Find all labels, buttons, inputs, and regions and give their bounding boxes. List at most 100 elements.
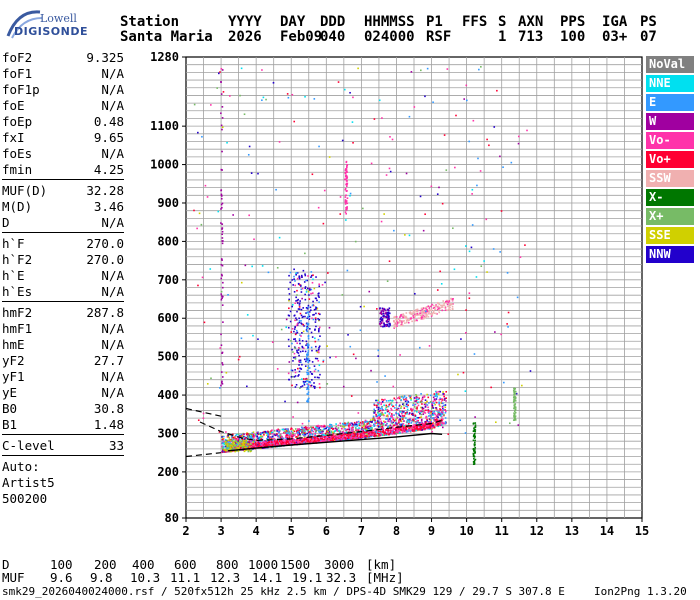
echo-point — [311, 427, 313, 430]
echo-point — [428, 401, 430, 404]
echo-point — [326, 426, 328, 428]
echo-point — [350, 437, 353, 440]
echo-point — [277, 434, 280, 437]
echo-point — [332, 428, 334, 431]
echo-point — [261, 99, 263, 102]
echo-point — [344, 428, 346, 430]
echo-point — [433, 399, 436, 402]
echo-point — [410, 407, 412, 410]
echo-point — [314, 337, 316, 340]
echo-point — [221, 297, 223, 299]
echo-point — [417, 429, 419, 432]
distance-value-0: 100 — [50, 557, 73, 572]
echo-point — [335, 435, 337, 438]
echo-point — [316, 357, 319, 360]
echo-point — [445, 169, 448, 171]
echo-point — [367, 434, 369, 436]
echo-point — [235, 445, 238, 447]
echo-point — [396, 407, 399, 410]
echo-point — [280, 439, 282, 442]
echo-point — [230, 443, 233, 445]
echo-point — [399, 418, 401, 420]
echo-point — [356, 429, 359, 431]
echo-point — [251, 265, 253, 268]
echo-point — [433, 312, 436, 315]
echo-point — [513, 398, 516, 400]
echo-point — [402, 418, 404, 420]
echo-point — [445, 400, 447, 402]
echo-point — [402, 427, 405, 429]
echo-point — [390, 421, 393, 424]
echo-point — [410, 426, 412, 429]
echo-point — [421, 428, 424, 430]
echo-point — [330, 438, 332, 440]
echo-point — [380, 426, 383, 429]
param-name: C-level — [2, 438, 55, 453]
echo-point — [307, 366, 309, 369]
echo-point — [221, 69, 224, 71]
echo-point — [239, 445, 241, 448]
echo-point — [286, 437, 289, 440]
echo-point — [426, 419, 428, 422]
echo-point — [428, 311, 431, 313]
echo-point — [306, 287, 309, 290]
echo-point — [400, 396, 403, 398]
echo-point — [231, 440, 233, 443]
echo-point — [352, 96, 354, 99]
echo-point — [297, 429, 299, 432]
echo-point — [377, 406, 380, 409]
echo-point — [318, 364, 321, 367]
echo-point — [439, 390, 442, 393]
echo-point — [395, 404, 397, 406]
echo-point — [397, 396, 400, 399]
param-row-foes: foEs N/A — [2, 146, 124, 162]
echo-point — [441, 419, 443, 422]
echo-point — [307, 431, 310, 434]
echo-point — [250, 449, 253, 452]
echo-point — [513, 415, 515, 417]
param-value: N/A — [101, 98, 124, 113]
echo-point — [330, 437, 333, 439]
echo-point — [433, 410, 436, 413]
echo-point — [439, 270, 441, 273]
echo-point — [305, 438, 308, 441]
echo-point — [293, 268, 295, 271]
echo-point — [269, 431, 271, 434]
echo-point — [400, 313, 402, 316]
echo-point — [445, 422, 447, 424]
echo-point — [439, 409, 442, 411]
echo-point — [251, 437, 254, 440]
echo-point — [297, 367, 299, 370]
echo-point — [298, 338, 301, 340]
echo-point — [474, 435, 476, 438]
echo-point — [407, 401, 410, 403]
echo-point — [378, 417, 381, 419]
echo-point — [420, 316, 423, 319]
echo-point — [442, 391, 444, 393]
echo-point — [408, 418, 411, 421]
echo-point — [313, 440, 316, 442]
echo-point — [374, 412, 377, 414]
echo-point — [444, 404, 447, 406]
echo-point — [434, 416, 437, 419]
echo-point — [364, 430, 367, 433]
echo-point — [512, 389, 515, 392]
echo-point — [387, 425, 390, 427]
echo-point — [441, 304, 444, 307]
echo-point — [237, 442, 240, 445]
echo-point — [373, 403, 375, 406]
echo-point — [384, 375, 386, 377]
echo-point — [318, 301, 320, 304]
echo-point — [270, 443, 272, 446]
echo-point — [289, 320, 292, 323]
echo-point — [408, 234, 411, 237]
echo-point — [303, 429, 306, 432]
echo-point — [424, 424, 426, 426]
echo-point — [246, 385, 248, 388]
echo-point — [421, 422, 423, 424]
echo-point — [306, 359, 308, 361]
y-tick-label: 1000 — [150, 158, 179, 172]
echo-point — [474, 439, 476, 442]
echo-point — [473, 353, 476, 355]
echo-point — [427, 415, 430, 417]
